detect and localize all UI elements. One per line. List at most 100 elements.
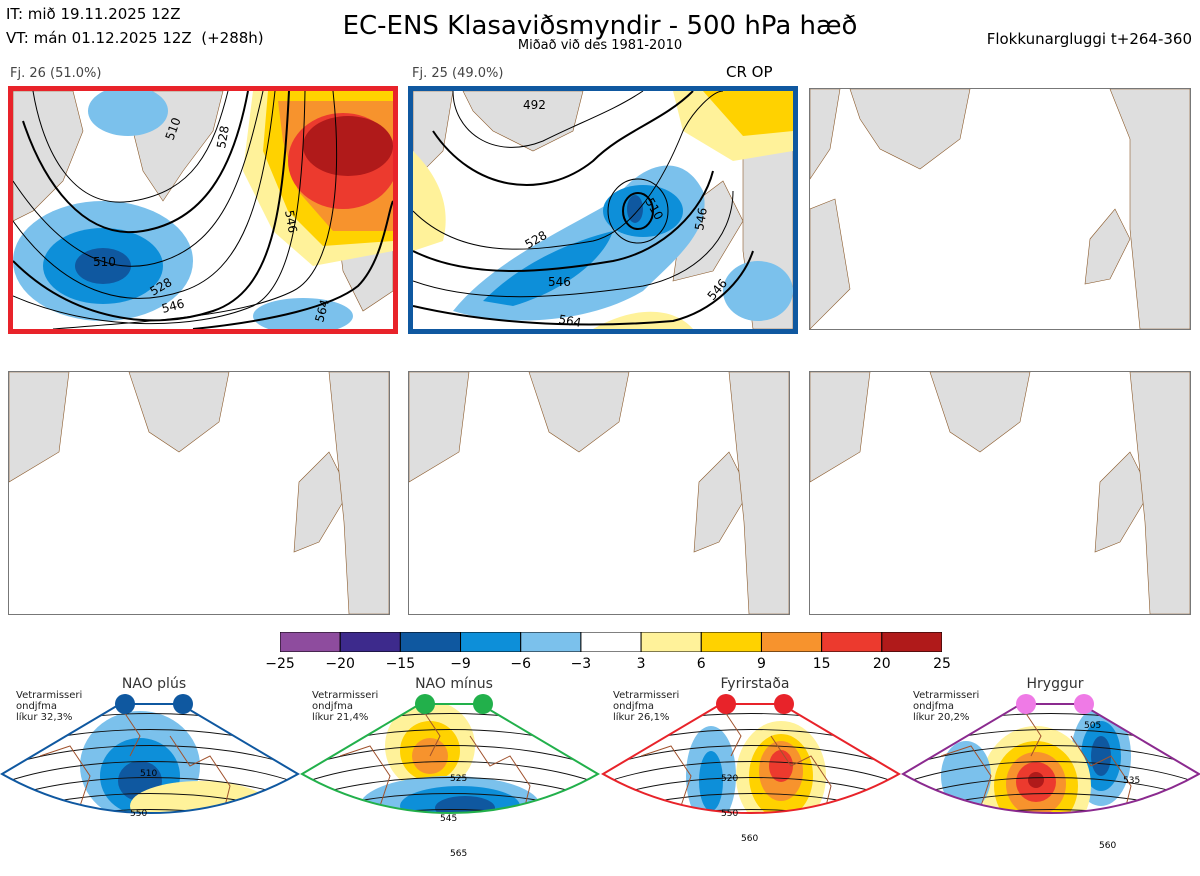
anomaly-shading	[1091, 736, 1111, 776]
canada-land	[413, 91, 454, 182]
cluster-map-2-svg: 492 528 546 510 546 564 546	[413, 91, 793, 329]
regime-marker	[115, 694, 135, 714]
colorbar-swatch	[399, 632, 462, 652]
empty-map-svg	[409, 372, 789, 614]
anomaly-shading	[1028, 772, 1044, 788]
canada-land	[13, 91, 84, 222]
height-contour	[903, 761, 1199, 785]
colorbar-swatch	[700, 632, 762, 652]
regime-title: NAO mínus	[415, 676, 493, 692]
height-contour	[302, 745, 598, 769]
regime-marker	[716, 694, 736, 714]
anomaly-shading	[1014, 848, 1044, 860]
height-contour	[603, 809, 899, 814]
anomaly-shading	[941, 741, 991, 811]
contour-label: 564	[557, 312, 582, 329]
regime-panel: 510 550 NAO plús Vetrarmisseri ondjfma líku…	[0, 676, 300, 876]
colorbar-swatch	[520, 632, 582, 652]
height-contour	[0, 826, 300, 849]
regime-info: Vetrarmisseri ondjfma líkur 32,3%	[16, 690, 83, 723]
contour-label: 545	[440, 814, 457, 824]
colorbar-swatch	[580, 632, 642, 652]
regime-info: Vetrarmisseri ondjfma líkur 21,4%	[312, 690, 379, 723]
contour-label: 546	[282, 209, 300, 234]
cluster-map-empty	[809, 371, 1191, 615]
colorbar-tick-label: 6	[696, 656, 706, 672]
colorbar-swatch	[760, 632, 823, 652]
contour-label: 565	[450, 849, 467, 859]
contour-label: 550	[130, 809, 147, 819]
cluster-map-1-svg: 510 528 546 510 528 546 564	[13, 91, 393, 329]
neg-anomaly-east	[723, 261, 793, 321]
valid-time: VT: mán 01.12.2025 12Z (+288h)	[6, 29, 264, 47]
cluster-map-empty	[8, 371, 390, 615]
neg-anomaly-north	[88, 91, 168, 136]
neg-anomaly-core	[627, 195, 643, 223]
empty-map-svg	[9, 372, 389, 614]
contour-label: 525	[450, 774, 467, 784]
contour-label: 560	[741, 834, 758, 844]
neg-anomaly-south	[253, 298, 353, 329]
regime-map: 520 550 560	[601, 694, 901, 844]
regime-border	[0, 703, 300, 815]
height-contour	[300, 826, 600, 849]
height-contour	[903, 809, 1199, 814]
cluster-map-1: 510 528 546 510 528 546 564	[8, 86, 398, 334]
anomaly-shading	[699, 751, 723, 811]
cluster-map-2: 492 528 546 510 546 564 546	[408, 86, 798, 334]
colorbar-tick-label: −25	[265, 656, 295, 672]
panel-2-label: Fj. 25 (49.0%)	[412, 66, 504, 81]
contour-label: 520	[721, 774, 738, 784]
coastline	[339, 705, 531, 814]
neg-anomaly-mid	[603, 185, 683, 237]
colorbar-swatch	[280, 632, 341, 652]
regime-border	[601, 703, 901, 815]
regime-marker	[774, 694, 794, 714]
anomaly-shading	[130, 781, 270, 814]
colorbar	[280, 632, 942, 652]
coastline	[39, 705, 231, 814]
contour-label: 510	[93, 255, 116, 269]
classification-window: Flokkunargluggi t+264-360	[986, 30, 1192, 48]
panel-2-tag: CR OP	[726, 63, 773, 81]
contour-label: 492	[523, 98, 546, 112]
colorbar-tick-label: −3	[570, 656, 592, 672]
colorbar-swatch	[821, 632, 883, 652]
anomaly-shading	[769, 750, 793, 782]
colorbar-swatch	[640, 632, 702, 652]
height-contour	[2, 809, 298, 814]
colorbar-tick-label: −6	[510, 656, 532, 672]
colorbar-tick-label: 3	[636, 656, 646, 672]
height-contour	[2, 745, 298, 769]
height-contour	[302, 809, 598, 814]
contour-label: 528	[214, 125, 232, 150]
colorbar-swatch	[339, 632, 401, 652]
height-contours	[13, 91, 393, 329]
contour-label: 505	[1084, 721, 1101, 731]
colorbar-tick-label: 15	[812, 656, 831, 672]
empty-map-svg	[810, 89, 1190, 329]
regime-panel: 505 535 560 Hryggur Vetrarmisseri ondjfma lí…	[901, 676, 1200, 876]
colorbar-tick-label: 20	[872, 656, 891, 672]
height-contour	[302, 761, 598, 785]
contour-label: 560	[1099, 841, 1116, 851]
regime-marker	[173, 694, 193, 714]
anomaly-shading	[435, 796, 495, 814]
regime-border	[901, 703, 1200, 815]
contour-label: 546	[548, 275, 571, 289]
regime-marker	[1074, 694, 1094, 714]
neg-anomaly-core	[75, 248, 131, 284]
contour-label: 564	[312, 298, 331, 324]
height-contour	[903, 745, 1199, 769]
colorbar-tick-label: 9	[756, 656, 766, 672]
colorbar-tick-label: −20	[325, 656, 355, 672]
panel-1-label: Fj. 26 (51.0%)	[10, 66, 102, 81]
height-contour	[603, 745, 899, 769]
coastline	[640, 705, 832, 814]
regime-marker	[1016, 694, 1036, 714]
cluster-map-empty	[408, 371, 790, 615]
colorbar-tick-label: −15	[385, 656, 416, 672]
height-contours	[413, 91, 754, 326]
height-contour	[603, 761, 899, 785]
regime-title: NAO plús	[121, 676, 187, 692]
